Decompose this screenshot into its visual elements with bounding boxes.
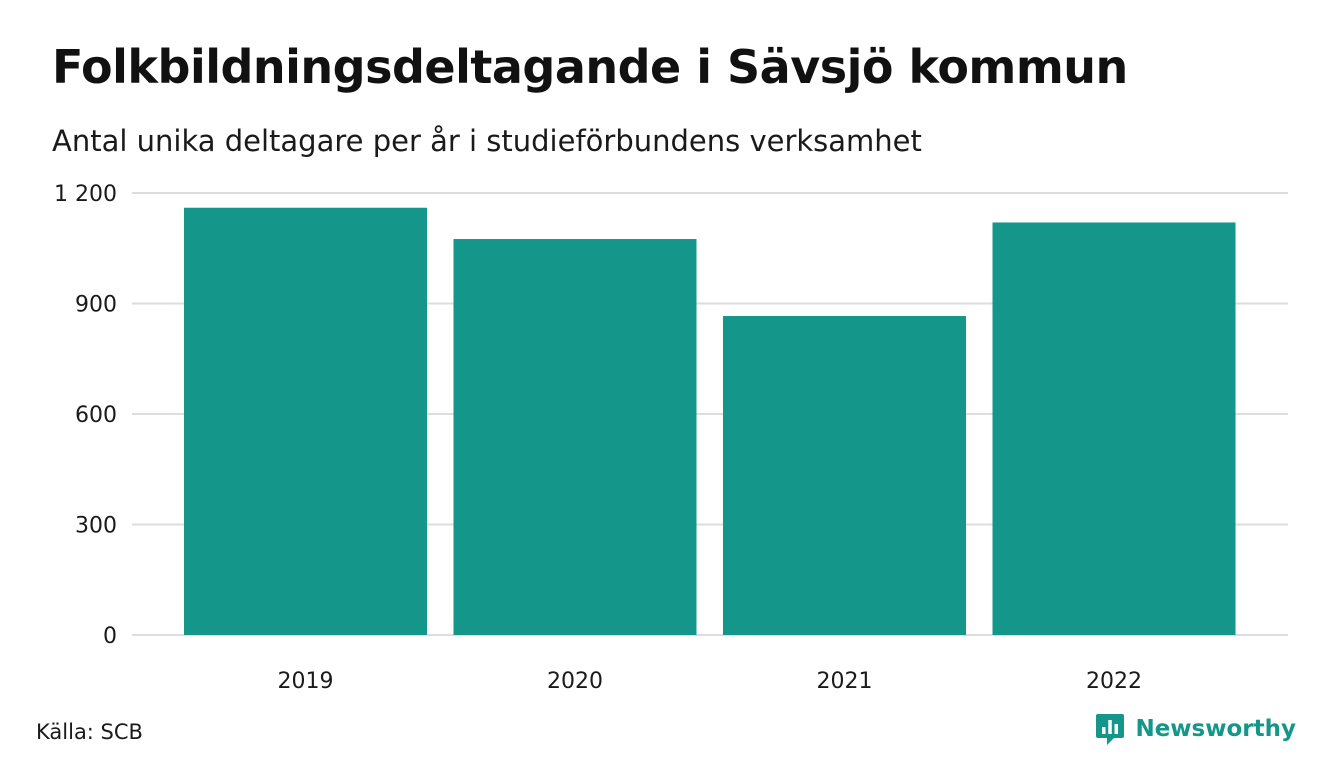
x-tick-label: 2022 [1086,669,1142,694]
brand-logo: Newsworthy [1095,712,1296,746]
bars [184,207,1236,635]
newsworthy-logo-icon [1096,714,1125,745]
bar-2019 [184,207,427,635]
chart-title: Folkbildningsdeltagande i Sävsjö kommun [52,40,1128,94]
bar-2021 [723,316,966,635]
x-tick-label: 2021 [817,669,873,694]
brand-name: Newsworthy [1135,716,1296,742]
source-note: Källa: SCB [36,720,143,744]
y-tick-label: 300 [75,514,117,539]
bar-2020 [453,239,697,635]
y-tick-label: 900 [75,293,117,318]
y-axis-tick-labels: 0 300 600 900 1 200 [54,182,117,649]
bar-2022 [992,222,1236,635]
chart-subtitle: Antal unika deltagare per år i studieför… [52,124,922,158]
y-tick-label: 0 [103,624,117,649]
x-tick-label: 2020 [547,669,603,694]
y-tick-label: 600 [75,403,117,428]
x-axis-tick-labels: 2019 2020 2021 2022 [278,669,1143,694]
x-tick-label: 2019 [278,669,334,694]
y-tick-label: 1 200 [54,182,117,207]
